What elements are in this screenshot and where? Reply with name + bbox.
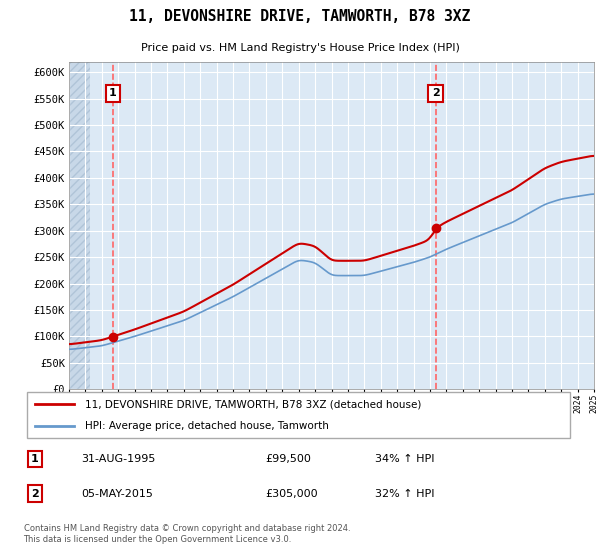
Text: Contains HM Land Registry data © Crown copyright and database right 2024.
This d: Contains HM Land Registry data © Crown c… [23, 524, 350, 544]
Text: 05-MAY-2015: 05-MAY-2015 [81, 489, 153, 499]
Text: 2: 2 [431, 88, 439, 99]
Text: 2: 2 [31, 489, 39, 499]
Text: £99,500: £99,500 [265, 454, 311, 464]
Bar [69, 62, 91, 389]
Text: 1: 1 [31, 454, 39, 464]
Text: 11, DEVONSHIRE DRIVE, TAMWORTH, B78 3XZ (detached house): 11, DEVONSHIRE DRIVE, TAMWORTH, B78 3XZ … [85, 399, 421, 409]
Text: 31-AUG-1995: 31-AUG-1995 [81, 454, 155, 464]
Text: 1: 1 [109, 88, 116, 99]
Text: £305,000: £305,000 [265, 489, 318, 499]
FancyBboxPatch shape [27, 393, 571, 437]
Text: 11, DEVONSHIRE DRIVE, TAMWORTH, B78 3XZ: 11, DEVONSHIRE DRIVE, TAMWORTH, B78 3XZ [130, 10, 470, 24]
Text: HPI: Average price, detached house, Tamworth: HPI: Average price, detached house, Tamw… [85, 421, 329, 431]
Text: 34% ↑ HPI: 34% ↑ HPI [375, 454, 434, 464]
Text: Price paid vs. HM Land Registry's House Price Index (HPI): Price paid vs. HM Land Registry's House … [140, 43, 460, 53]
Text: 32% ↑ HPI: 32% ↑ HPI [375, 489, 434, 499]
